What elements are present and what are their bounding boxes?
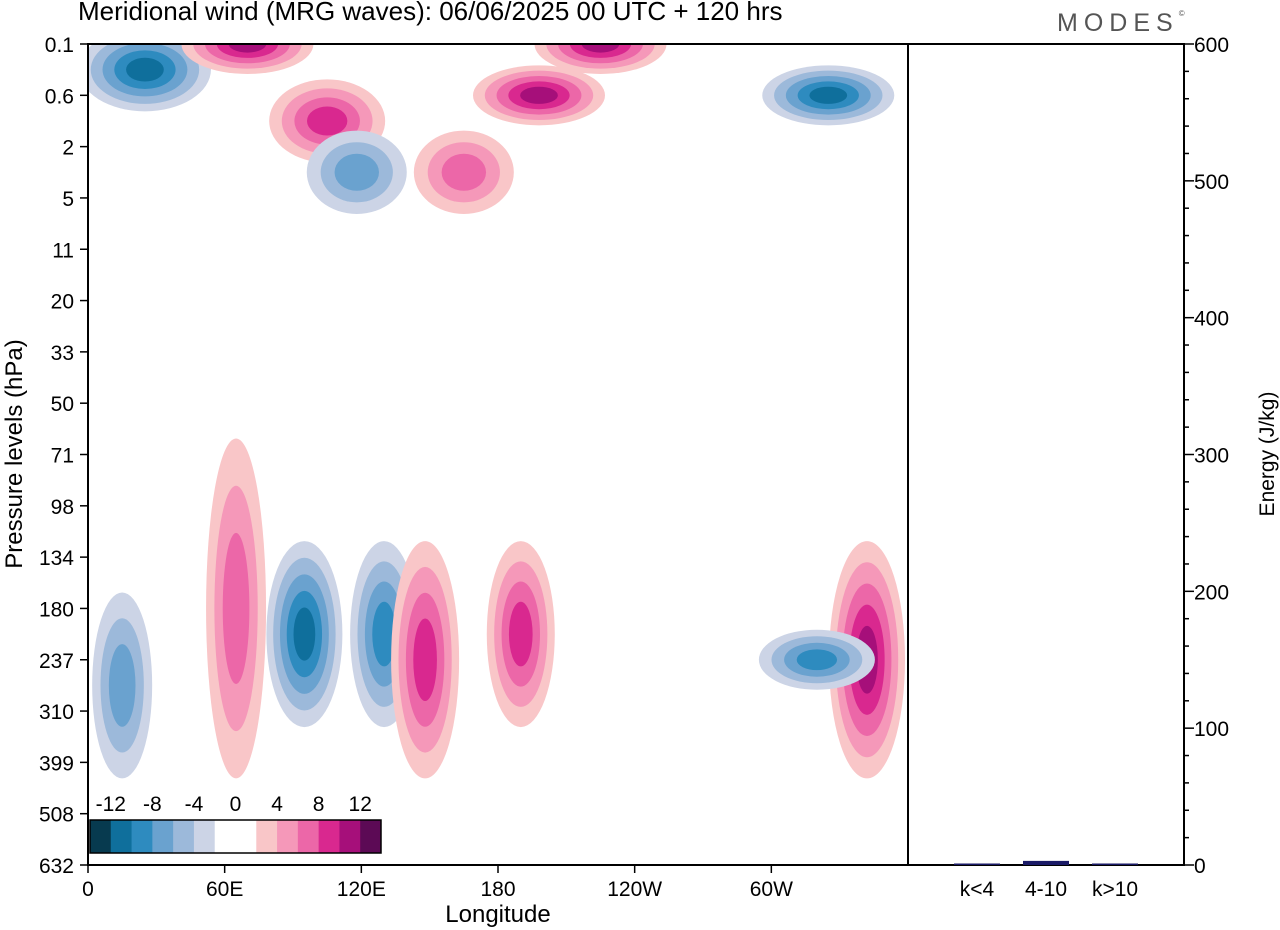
contour-level-5 xyxy=(809,86,848,104)
contour-level-5 xyxy=(228,44,267,53)
contour-feature-2 xyxy=(181,44,314,74)
colorbar-swatch xyxy=(131,820,153,853)
contour-level-3 xyxy=(108,644,136,727)
energy-axis-label: Energy (J/kg) xyxy=(1256,392,1279,517)
contour-level-4 xyxy=(306,106,348,136)
y-tick-label: 0.6 xyxy=(45,85,74,108)
axes: 0.1 0.6 2 5 11 20 33 50 71 98 134 180 237 310 399 508 63… xyxy=(1,34,1185,928)
colorbar-swatch xyxy=(152,820,174,853)
y-axis-label: Pressure levels (hPa) xyxy=(1,339,28,568)
colorbar-label: -12 xyxy=(96,793,126,816)
contour-feature-7 xyxy=(534,44,667,74)
colorbar-swatch xyxy=(173,820,195,853)
colorbar-swatch xyxy=(297,820,320,853)
energy-bar-chart: 0 100 200 300 400 500 600 Energy (J/kg) k<4 4-10 k… xyxy=(954,34,1279,901)
contour-feature-6 xyxy=(473,65,605,126)
x-tick-label: 120E xyxy=(337,878,386,901)
energy-category-label: 4-10 xyxy=(1025,878,1067,901)
contour-level-5 xyxy=(581,44,620,53)
contour-feature-12 xyxy=(391,541,460,779)
y-tick-label: 50 xyxy=(51,393,74,416)
colorbar-swatch xyxy=(193,820,216,853)
logo-text: MODES xyxy=(1057,9,1179,37)
colorbar-swatch xyxy=(256,820,278,853)
contour-feature-9 xyxy=(266,541,343,728)
logo-mark: © xyxy=(1178,9,1185,18)
energy-bar xyxy=(1092,863,1138,865)
energy-category-label: k<4 xyxy=(960,878,995,901)
contour-level-3 xyxy=(334,153,379,191)
contour-feature-4 xyxy=(306,130,407,214)
modes-logo: MODES© xyxy=(1057,9,1185,38)
contour-feature-8 xyxy=(762,65,895,126)
contour-feature-11 xyxy=(206,438,267,779)
chart-title: Meridional wind (MRG waves): 06/06/2025 … xyxy=(78,0,783,26)
colorbar-swatch xyxy=(339,820,361,853)
energy-bar xyxy=(954,863,1000,865)
y-tick-label: 310 xyxy=(39,701,74,724)
contour-field xyxy=(88,44,905,779)
contour-feature-13 xyxy=(486,541,555,728)
colorbar-label: -4 xyxy=(185,793,204,816)
y-tick-label: 632 xyxy=(39,855,74,878)
contour-level-3 xyxy=(222,532,250,684)
contour-feature-15 xyxy=(758,629,875,690)
y-tick-label: 134 xyxy=(39,547,74,570)
y-tick-label: 20 xyxy=(51,291,74,314)
colorbar-swatch xyxy=(90,820,112,853)
x-tick-label: 60W xyxy=(750,878,793,901)
colorbar-swatch xyxy=(214,820,236,853)
x-tick-label: 180 xyxy=(480,878,515,901)
x-tick-label: 120W xyxy=(607,878,662,901)
x-tick-label: 60E xyxy=(206,878,243,901)
energy-category-label: k>10 xyxy=(1092,878,1138,901)
x-axis-label: Longitude xyxy=(445,901,550,928)
energy-tick-label: 500 xyxy=(1194,171,1229,194)
colorbar-swatch xyxy=(235,820,257,853)
y-tick-label: 2 xyxy=(62,137,74,160)
y-tick-label: 71 xyxy=(51,445,74,468)
colorbar: -12 -8 -4 0 4 8 12 xyxy=(89,793,382,854)
contour-feature-5 xyxy=(413,130,514,214)
contour-level-4 xyxy=(508,601,533,667)
energy-tick-label: 300 xyxy=(1194,445,1229,468)
colorbar-swatch xyxy=(318,820,340,853)
colorbar-label: 8 xyxy=(313,793,325,816)
y-tick-label: 237 xyxy=(39,650,74,673)
y-tick-label: 11 xyxy=(52,239,74,262)
contour-level-5 xyxy=(293,607,316,661)
colorbar-label: 0 xyxy=(230,793,242,816)
contour-level-4 xyxy=(372,601,396,667)
energy-tick-label: 400 xyxy=(1194,308,1229,331)
contour-level-5 xyxy=(126,57,164,82)
colorbar-frame xyxy=(89,819,382,854)
colorbar-label: 12 xyxy=(349,793,372,816)
energy-tick-label: 0 xyxy=(1194,855,1206,878)
y-tick-label: 0.1 xyxy=(45,34,74,57)
contour-level-5 xyxy=(520,86,558,104)
colorbar-swatch xyxy=(110,820,133,853)
y-tick-label: 399 xyxy=(39,752,74,775)
energy-bar xyxy=(1023,860,1069,865)
contour-level-4 xyxy=(796,649,838,671)
y-tick-label: 5 xyxy=(62,188,74,211)
contour-level-4 xyxy=(413,618,437,702)
x-tick-label: 0 xyxy=(82,878,94,901)
y-tick-label: 180 xyxy=(39,598,74,621)
energy-tick-label: 200 xyxy=(1194,581,1229,604)
colorbar-swatch xyxy=(277,820,299,853)
energy-tick-label: 100 xyxy=(1194,718,1229,741)
energy-tick-label: 600 xyxy=(1194,34,1229,57)
colorbar-swatch xyxy=(360,820,382,853)
colorbar-label: 4 xyxy=(271,793,283,816)
contour-feature-16 xyxy=(92,592,153,779)
y-tick-label: 98 xyxy=(51,496,74,519)
contour-feature-1 xyxy=(88,44,211,112)
colorbar-label: -8 xyxy=(143,793,162,816)
contour-level-3 xyxy=(441,153,487,191)
y-tick-label: 508 xyxy=(39,804,74,827)
y-tick-label: 33 xyxy=(51,342,74,365)
